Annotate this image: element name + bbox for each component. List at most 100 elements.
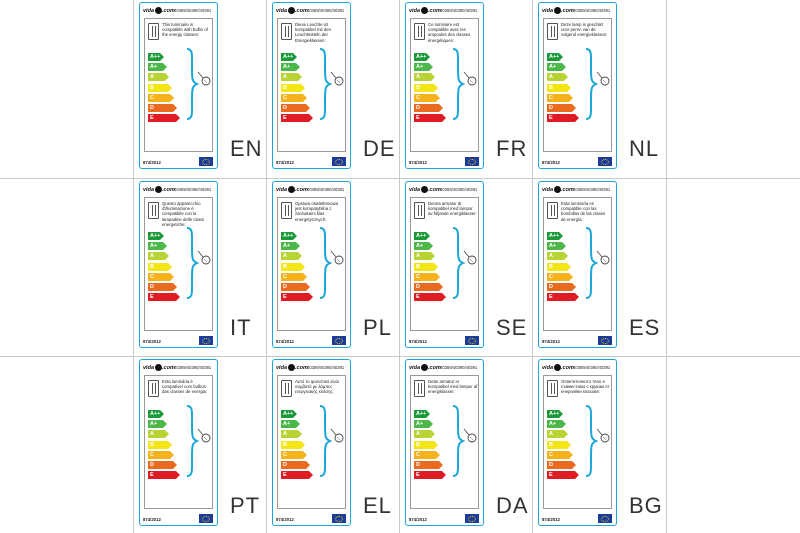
energy-label-cell: vida .com 40389/40390/40391 Dette armatur… [400, 357, 599, 533]
energy-class-bar: A [547, 252, 569, 261]
bulb-icon [281, 380, 292, 397]
logo-dot-icon [154, 7, 162, 15]
energy-class-bar: D [148, 103, 177, 112]
energy-class-bar: B [414, 440, 438, 449]
brand-logo: vida .com [143, 7, 175, 15]
logo-dot-icon [553, 7, 561, 15]
energy-scale: A++ A+ A B C D E [148, 53, 180, 124]
energy-label-card: vida .com 40389/40390/40391 Deze lamp is … [538, 2, 617, 169]
eu-flag-icon [598, 514, 612, 523]
energy-class-bar: D [281, 460, 310, 469]
bulb-icon [148, 23, 159, 40]
bulb-icon [547, 202, 558, 219]
logo-dot-icon [287, 186, 295, 194]
label-header: vida .com 40389/40390/40391 [409, 7, 483, 17]
energy-scale: A++ A+ A B C D E [148, 410, 180, 481]
compatibility-text: Diese Leuchte ist kompatibel mit den Leu… [295, 22, 332, 43]
language-code: EL [363, 493, 392, 518]
energy-label-card: vida .com 40389/40390/40391 Denna armatur… [405, 181, 484, 348]
energy-class-bar: B [148, 83, 172, 92]
language-code: FR [496, 136, 528, 161]
product-refs: 40389/40390/40391 [573, 187, 611, 192]
eu-flag-icon [598, 336, 612, 345]
lamp-icon [330, 250, 344, 265]
language-code: PL [363, 315, 392, 340]
product-refs: 40389/40390/40391 [440, 8, 478, 13]
energy-class-bar: B [281, 83, 305, 92]
brand-logo: vida .com [542, 7, 574, 15]
product-refs: 40389/40390/40391 [174, 8, 212, 13]
brace-icon [186, 227, 199, 299]
regulation-number: 874/2012 [409, 160, 427, 165]
brand-logo: vida .com [276, 364, 308, 372]
energy-class-bar: B [547, 440, 571, 449]
brace-icon [585, 48, 598, 120]
energy-class-bar: C [547, 450, 574, 459]
energy-class-bar: E [414, 293, 446, 302]
product-refs: 40389/40390/40391 [307, 187, 345, 192]
product-refs: 40389/40390/40391 [307, 365, 345, 370]
energy-class-bar: C [414, 272, 441, 281]
energy-label-cell: vida .com 40389/40390/40391 Questo appare… [134, 179, 333, 355]
label-inner-frame: Denna armatur är kompatibel med lampor a… [410, 197, 479, 331]
energy-label-card: vida .com 40389/40390/40391 Questo appare… [139, 181, 218, 348]
energy-scale: A++ A+ A B C D E [148, 232, 180, 303]
logo-dot-icon [287, 364, 295, 372]
label-header: vida .com 40389/40390/40391 [542, 186, 616, 196]
brace-icon [452, 48, 465, 120]
energy-class-bar: A++ [547, 410, 563, 418]
energy-label-cell: vida .com 40389/40390/40391 Oprawa oświet… [267, 179, 466, 355]
energy-class-bar: A+ [148, 420, 167, 429]
brand-logo: vida .com [276, 7, 308, 15]
energy-class-bar: C [148, 93, 175, 102]
language-code: BG [629, 493, 663, 518]
energy-class-bar: B [148, 440, 172, 449]
product-refs: 40389/40390/40391 [573, 8, 611, 13]
brand-logo: vida .com [542, 364, 574, 372]
lamp-icon [330, 428, 344, 443]
lamp-icon [197, 71, 211, 86]
energy-class-bar: A++ [281, 410, 297, 418]
label-inner-frame: Oprawa oświetleniowa jest kompatybilna z… [277, 197, 346, 331]
energy-scale: A++ A+ A B C D E [281, 232, 313, 303]
energy-class-bar: E [148, 293, 180, 302]
grid-line [133, 0, 134, 533]
energy-class-bar: A+ [281, 420, 300, 429]
energy-class-bar: A+ [414, 242, 433, 251]
language-code: PT [230, 493, 261, 518]
eu-flag-icon [199, 514, 213, 523]
energy-class-bar: A++ [148, 410, 164, 418]
product-refs: 40389/40390/40391 [440, 365, 478, 370]
brand-logo: vida .com [409, 7, 441, 15]
energy-class-bar: A++ [148, 232, 164, 240]
product-refs: 40389/40390/40391 [573, 365, 611, 370]
energy-class-bar: C [414, 93, 441, 102]
regulation-number: 874/2012 [409, 339, 427, 344]
energy-class-bar: E [547, 114, 579, 123]
energy-class-bar: E [281, 471, 313, 480]
label-header: vida .com 40389/40390/40391 [143, 364, 217, 374]
energy-class-bar: C [148, 450, 175, 459]
label-inner-frame: Esta luminaria es compatible con las bom… [543, 197, 612, 331]
bulb-icon [414, 380, 425, 397]
compatibility-text: Αυτό το φωτιστικό είναι συμβατό με λάμπε… [295, 379, 339, 395]
label-inner-frame: Dette armatur er kompatibel med lamper a… [410, 375, 479, 509]
energy-label-cell: vida .com 40389/40390/40391 Ce luminaire … [400, 0, 599, 176]
compatibility-text: Esta luminária é compatível com bulbos d… [162, 379, 208, 395]
label-header: vida .com 40389/40390/40391 [143, 7, 217, 17]
label-inner-frame: Esta luminária é compatível com bulbos d… [144, 375, 213, 509]
energy-class-bar: A [148, 73, 170, 82]
energy-class-bar: A+ [281, 63, 300, 72]
brace-icon [319, 48, 332, 120]
lamp-icon [197, 250, 211, 265]
logo-dot-icon [420, 7, 428, 15]
energy-class-bar: A [414, 430, 436, 439]
bulb-icon [547, 380, 558, 397]
label-header: vida .com 40389/40390/40391 [143, 186, 217, 196]
logo-dot-icon [420, 186, 428, 194]
energy-scale: A++ A+ A B C D E [547, 410, 579, 481]
energy-class-bar: D [414, 282, 443, 291]
regulation-number: 874/2012 [542, 160, 560, 165]
energy-label-card: vida .com 40389/40390/40391 Ce luminaire … [405, 2, 484, 169]
bulb-icon [414, 23, 425, 40]
